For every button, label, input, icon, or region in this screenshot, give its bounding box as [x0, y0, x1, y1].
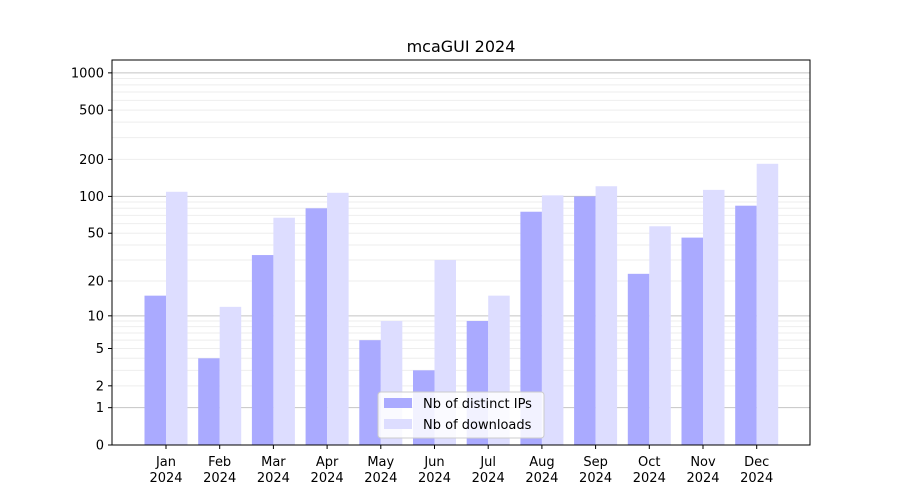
legend-label-ips: Nb of distinct IPs — [423, 397, 532, 412]
x-tick-label-year: 2024 — [257, 471, 290, 486]
x-tick-label-month: Apr — [316, 455, 339, 470]
x-tick-label-month: Oct — [638, 455, 660, 470]
x-tick-label-year: 2024 — [686, 471, 719, 486]
bar-downloads-aug — [541, 195, 564, 445]
y-tick-label: 1000 — [71, 66, 104, 81]
bar-downloads-oct — [649, 226, 671, 445]
bars — [144, 163, 779, 445]
x-tick-label-month: Jul — [479, 455, 496, 470]
x-tick-label-year: 2024 — [418, 471, 451, 486]
x-tick-label-year: 2024 — [579, 471, 612, 486]
bar-distinct-ips-sep — [574, 196, 596, 445]
legend-box — [377, 391, 545, 439]
bar-downloads-sep — [595, 186, 618, 445]
y-tick-label: 500 — [79, 104, 104, 119]
x-tick-label-year: 2024 — [149, 471, 182, 486]
bar-downloads-nov — [703, 189, 725, 445]
legend-swatch-ips — [384, 398, 412, 408]
chart-title: mcaGUI 2024 — [407, 37, 516, 56]
bar-distinct-ips-nov — [681, 237, 703, 445]
bar-downloads-mar — [273, 217, 295, 445]
bar-distinct-ips-oct — [627, 273, 650, 445]
y-tick-label: 200 — [79, 153, 104, 168]
x-tick-label-year: 2024 — [203, 471, 236, 486]
bar-distinct-ips-dec — [735, 205, 757, 445]
bar-distinct-ips-jan — [144, 295, 166, 445]
x-tick-label-year: 2024 — [472, 471, 505, 486]
bar-downloads-jan — [166, 191, 188, 445]
bar-distinct-ips-aug — [520, 211, 542, 445]
bar-downloads-apr — [327, 192, 349, 445]
x-tick-label-month: Nov — [690, 455, 716, 470]
y-axis: 0 1 2 5 10 20 50 100 200 500 1000 — [71, 66, 112, 454]
y-tick-label: 50 — [87, 227, 104, 242]
bar-distinct-ips-may — [359, 340, 381, 445]
legend-label-downloads: Nb of downloads — [423, 418, 532, 433]
x-tick-label-month: Mar — [261, 455, 286, 470]
y-tick-label: 100 — [79, 190, 104, 205]
x-tick-label-year: 2024 — [364, 471, 397, 486]
y-tick-label: 0 — [96, 439, 104, 454]
x-tick-label-year: 2024 — [633, 471, 666, 486]
x-tick-label-year: 2024 — [740, 471, 773, 486]
bar-distinct-ips-mar — [251, 255, 274, 445]
y-tick-label: 2 — [96, 379, 104, 394]
x-tick-label-month: May — [367, 455, 394, 470]
x-tick-label-month: Aug — [529, 455, 554, 470]
y-tick-label: 20 — [87, 275, 104, 290]
bar-downloads-feb — [219, 306, 242, 445]
x-tick-label-year: 2024 — [311, 471, 344, 486]
y-tick-label: 10 — [87, 309, 104, 324]
x-tick-label-month: Jan — [155, 455, 176, 470]
plot-frame — [111, 59, 811, 446]
bar-distinct-ips-apr — [305, 208, 328, 445]
x-tick-label-month: Sep — [583, 455, 608, 470]
legend-swatch-downloads — [384, 419, 412, 429]
x-tick-label-month: Dec — [744, 455, 769, 470]
bar-downloads-dec — [756, 163, 779, 445]
x-axis: Jan2024Feb2024Mar2024Apr2024May2024Jun20… — [149, 445, 773, 486]
x-tick-label-year: 2024 — [525, 471, 558, 486]
legend: Nb of distinct IPs Nb of downloads — [377, 391, 545, 439]
bar-distinct-ips-feb — [198, 358, 220, 445]
x-tick-label-month: Jun — [423, 455, 444, 470]
y-tick-label: 1 — [96, 401, 104, 416]
x-tick-label-month: Feb — [208, 455, 231, 470]
y-tick-label: 5 — [96, 342, 104, 357]
